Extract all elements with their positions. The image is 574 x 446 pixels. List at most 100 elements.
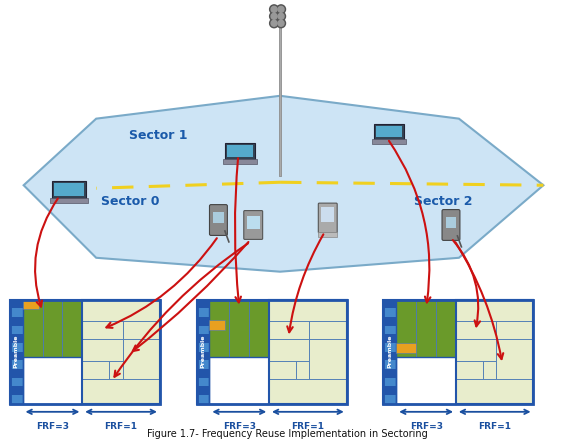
Bar — [110, 361, 123, 379]
Bar — [456, 322, 497, 339]
Bar — [249, 300, 269, 357]
Text: FRF=3: FRF=3 — [36, 422, 69, 431]
Circle shape — [277, 12, 285, 21]
Bar — [196, 360, 210, 369]
Bar — [10, 387, 22, 395]
Bar — [223, 159, 257, 164]
Bar — [383, 300, 533, 404]
Circle shape — [271, 20, 277, 26]
Bar — [226, 144, 255, 159]
Bar — [123, 322, 160, 339]
Bar — [383, 300, 396, 308]
Bar — [309, 339, 347, 379]
Bar — [10, 352, 22, 360]
Circle shape — [271, 13, 277, 19]
Bar — [321, 207, 334, 223]
Bar — [196, 300, 210, 308]
Bar — [10, 300, 22, 404]
Bar — [456, 300, 533, 404]
Bar — [82, 322, 123, 339]
Text: FRF=1: FRF=1 — [478, 422, 511, 431]
Text: Figure 1.7- Frequency Reuse Implementation in Sectoring: Figure 1.7- Frequency Reuse Implementati… — [146, 429, 428, 439]
Circle shape — [277, 5, 285, 14]
Bar — [196, 369, 210, 378]
Text: FRF=3: FRF=3 — [410, 422, 443, 431]
Bar — [483, 361, 497, 379]
Bar — [269, 339, 309, 361]
Bar — [416, 300, 436, 357]
Circle shape — [271, 6, 277, 12]
Bar — [10, 326, 22, 334]
Bar — [210, 300, 230, 357]
Bar — [247, 215, 259, 229]
Bar — [383, 334, 396, 343]
Bar — [82, 361, 110, 379]
FancyBboxPatch shape — [210, 205, 227, 235]
Bar — [383, 300, 533, 404]
Bar — [373, 139, 406, 144]
Bar — [196, 378, 210, 387]
Bar — [196, 300, 210, 404]
Circle shape — [270, 19, 278, 28]
Bar — [383, 395, 396, 404]
Bar — [196, 334, 210, 343]
Text: Sector 0: Sector 0 — [101, 195, 160, 208]
Bar — [383, 317, 396, 326]
Bar — [10, 343, 22, 352]
FancyBboxPatch shape — [442, 210, 460, 240]
Bar — [10, 369, 22, 378]
Bar — [10, 317, 22, 326]
Bar — [269, 361, 296, 379]
Bar — [374, 124, 404, 139]
Bar — [383, 343, 396, 352]
Bar — [10, 300, 160, 404]
Bar — [269, 300, 347, 404]
Bar — [296, 361, 309, 379]
Bar — [383, 308, 396, 317]
Bar — [10, 308, 22, 317]
Bar — [22, 300, 38, 310]
Bar — [10, 395, 22, 404]
Bar — [319, 232, 337, 237]
Bar — [196, 317, 210, 326]
Bar — [82, 339, 123, 361]
Circle shape — [278, 20, 284, 26]
FancyBboxPatch shape — [244, 211, 263, 240]
Bar — [10, 300, 160, 404]
Bar — [213, 212, 224, 223]
Text: Sector 1: Sector 1 — [129, 128, 188, 141]
Bar — [82, 300, 160, 404]
Circle shape — [270, 12, 278, 21]
Circle shape — [278, 13, 284, 19]
Bar — [269, 379, 347, 404]
Bar — [456, 300, 533, 322]
Bar — [196, 326, 210, 334]
Bar — [383, 387, 396, 395]
Bar — [227, 145, 253, 157]
FancyBboxPatch shape — [319, 203, 337, 233]
Bar — [456, 339, 497, 361]
Bar — [230, 300, 249, 357]
Bar — [42, 300, 63, 357]
Bar — [196, 308, 210, 317]
Bar — [52, 181, 86, 198]
Text: FRF=3: FRF=3 — [223, 422, 256, 431]
Text: Preamble: Preamble — [200, 335, 205, 368]
Bar — [436, 300, 456, 357]
Bar — [10, 300, 22, 308]
Bar — [309, 322, 347, 339]
Polygon shape — [24, 96, 544, 272]
Bar — [10, 334, 22, 343]
Bar — [383, 378, 396, 387]
Bar — [383, 300, 396, 404]
Bar — [383, 360, 396, 369]
Text: FRF=1: FRF=1 — [292, 422, 324, 431]
Bar — [497, 322, 533, 339]
Bar — [396, 300, 416, 357]
Bar — [269, 322, 309, 339]
Bar — [82, 379, 160, 404]
Text: Preamble: Preamble — [14, 335, 19, 368]
Bar — [22, 300, 42, 357]
Bar — [396, 343, 416, 353]
Circle shape — [270, 5, 278, 14]
